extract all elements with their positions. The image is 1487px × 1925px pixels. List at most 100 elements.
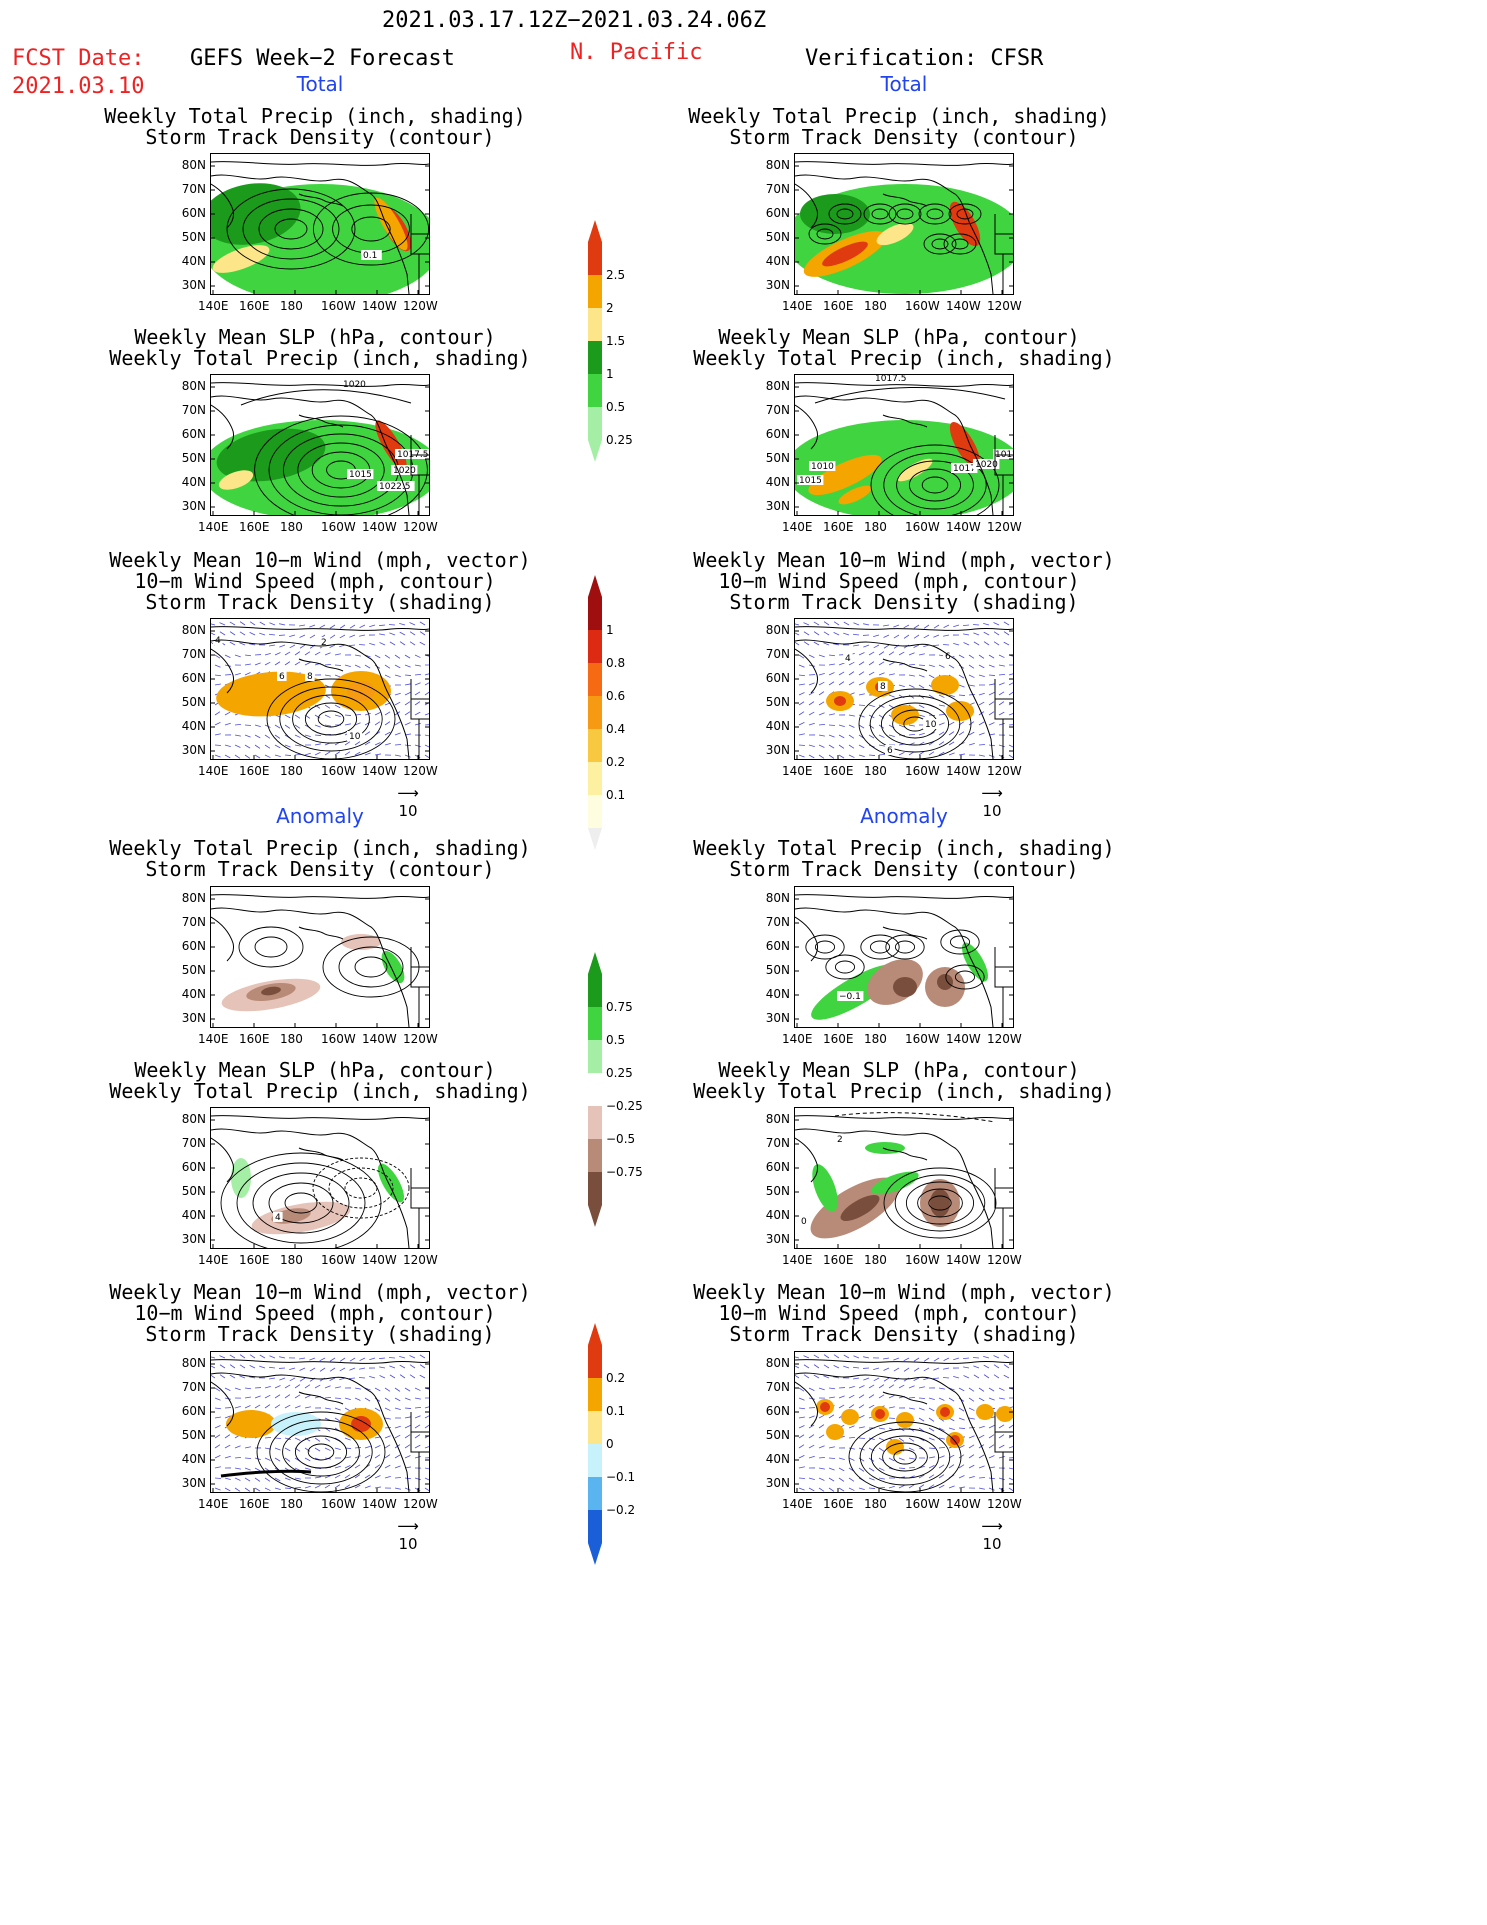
- arctic-coast: [211, 161, 429, 166]
- lon-label: 160E: [239, 1253, 270, 1267]
- contour-label: 4: [275, 1213, 281, 1223]
- contour-label: 1017.5: [875, 375, 907, 384]
- lon-label: 180: [864, 299, 887, 313]
- border-lines: [994, 1412, 1013, 1492]
- colorbar-top-arrow: [588, 1323, 602, 1345]
- map-canvas: [211, 894, 429, 1027]
- lon-label: 140E: [782, 1032, 813, 1046]
- date-range-title: 2021.03.17.12Z−2021.03.24.06Z: [382, 8, 767, 33]
- contour-label: 2: [321, 638, 327, 648]
- lat-label: 40N: [181, 475, 206, 489]
- title-v-total-precip-1: Weekly Total Precip (inch, shading): [688, 104, 1110, 128]
- contour-label: −0.1: [839, 992, 861, 1002]
- alaska-canada-coast: [795, 1128, 994, 1248]
- contour-label: 1017: [953, 464, 976, 474]
- lat-label: 80N: [765, 891, 790, 905]
- lat-label: 30N: [765, 1232, 790, 1246]
- slp-contour-top: [240, 389, 412, 406]
- lon-label: 140W: [946, 299, 981, 313]
- map-cfsr-total-precip-storm: [794, 153, 1014, 295]
- lon-label: 160W: [321, 764, 356, 778]
- slp-anom-contours-neg: [312, 1157, 410, 1219]
- lon-label: 160E: [823, 1497, 854, 1511]
- arctic-coast: [795, 382, 1013, 387]
- lon-label: 140W: [362, 520, 397, 534]
- contour-label: 0: [801, 1217, 807, 1227]
- storm-anom-pos: [226, 1410, 276, 1438]
- lon-label: 160E: [239, 764, 270, 778]
- coastline: [211, 894, 429, 1027]
- lat-label: 80N: [765, 1112, 790, 1126]
- storm-track-contours-west: [238, 926, 304, 968]
- lat-label: 80N: [181, 1356, 206, 1370]
- border-lines: [410, 214, 429, 294]
- grid-ticks: [795, 898, 1013, 1027]
- precip-anom-dry-core: [893, 977, 917, 997]
- map-gefs-total-wind-storm: 2 4 6 8 10: [210, 618, 430, 760]
- colorbar-label: 2: [606, 301, 614, 315]
- contour-label: 10: [925, 720, 937, 730]
- contour-label: 8: [307, 672, 313, 682]
- lat-label: 70N: [765, 1136, 790, 1150]
- map-canvas: −0.1: [795, 894, 1013, 1027]
- colorbar-label: 2.5: [606, 268, 626, 282]
- colorbar-segment: [588, 663, 602, 696]
- colorbar-top-arrow: [588, 952, 602, 974]
- storm-anom-pos-core: [940, 1407, 950, 1417]
- colorbar-top-arrow: [588, 575, 602, 597]
- precip-anom-dry-east: [341, 934, 381, 950]
- storm-density-core: [834, 696, 846, 706]
- title-v-total-wind-1: Weekly Mean 10−m Wind (mph, vector): [693, 548, 1115, 572]
- colorbar-bottom-arrow: [588, 1543, 602, 1565]
- lat-label: 30N: [765, 1476, 790, 1490]
- lat-label: 80N: [181, 379, 206, 393]
- coastline: [211, 161, 429, 294]
- lat-label: 30N: [181, 499, 206, 513]
- colorbar-label: 0: [606, 1437, 614, 1451]
- contour-label: 4: [215, 636, 221, 646]
- title-v-anom-precip-1: Weekly Total Precip (inch, shading): [693, 836, 1115, 860]
- lat-label: 70N: [181, 647, 206, 661]
- map-gefs-total-slp-precip: 1020 1017.5 1015 1020 1022.5: [210, 374, 430, 516]
- precip-high-coast: [374, 197, 408, 251]
- colorbar-storm-density-anomaly: [588, 1323, 602, 1565]
- map-cfsr-anom-wind-storm: [794, 1351, 1014, 1493]
- aleutian-chain: [882, 1391, 928, 1405]
- lat-label: 30N: [181, 1011, 206, 1025]
- arctic-coast: [211, 626, 429, 631]
- lon-label: 160E: [823, 299, 854, 313]
- lon-label: 160W: [905, 1253, 940, 1267]
- border-lines: [994, 947, 1013, 1027]
- region-title: N. Pacific: [570, 40, 703, 65]
- title-g-total-wind-1: Weekly Mean 10−m Wind (mph, vector): [109, 548, 531, 572]
- contour-label: 10: [349, 732, 361, 742]
- colorbar-label: 0.6: [606, 689, 626, 703]
- lon-label: 180: [280, 1497, 303, 1511]
- title-g-total-wind-2: 10−m Wind Speed (mph, contour): [134, 569, 496, 593]
- lon-label: 140E: [198, 299, 229, 313]
- title-g-total-precip-1: Weekly Total Precip (inch, shading): [104, 104, 526, 128]
- colorbar-segment: [588, 1040, 602, 1073]
- lon-label: 140E: [198, 764, 229, 778]
- coastline: [795, 1115, 1013, 1248]
- lat-label: 60N: [765, 1404, 790, 1418]
- colorbar-label: 1: [606, 623, 614, 637]
- title-g-anom-slp-2: Weekly Total Precip (inch, shading): [109, 1079, 531, 1103]
- lat-label: 40N: [181, 1208, 206, 1222]
- lat-label: 80N: [181, 891, 206, 905]
- title-v-anom-wind-1: Weekly Mean 10−m Wind (mph, vector): [693, 1280, 1115, 1304]
- vector-ref-label: 10: [398, 1535, 418, 1553]
- storm-density: [931, 675, 959, 695]
- storm-track-rings: [828, 203, 862, 225]
- colorbar-segment: [588, 630, 602, 663]
- contour-label: 1020: [975, 460, 998, 470]
- vector-ref-v-anom: ⟶ 10: [972, 1517, 1012, 1553]
- colorbar-bottom-arrow: [588, 1205, 602, 1227]
- precip-high-mid: [897, 458, 933, 482]
- lon-label: 140E: [782, 299, 813, 313]
- slp-anom-negative: [834, 1112, 996, 1123]
- lon-label: 120W: [987, 764, 1022, 778]
- lon-label: 140W: [946, 764, 981, 778]
- storm-track-rings: [885, 934, 925, 960]
